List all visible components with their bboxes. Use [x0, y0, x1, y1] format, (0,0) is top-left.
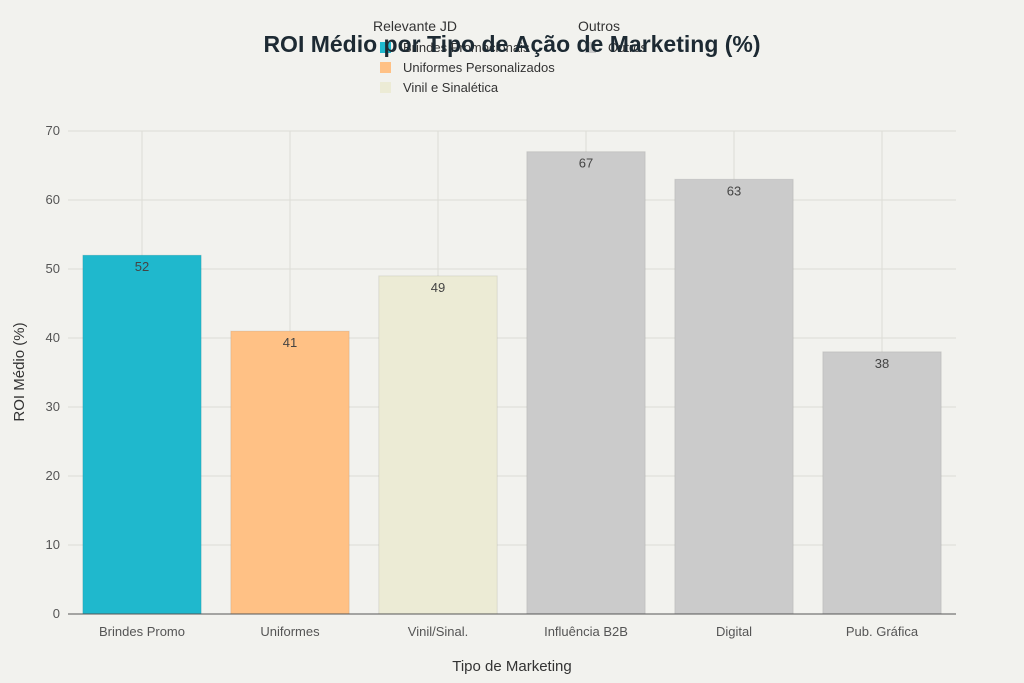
bar-data-label: 38	[875, 356, 889, 371]
y-axis-label: ROI Médio (%)	[11, 322, 28, 421]
bar-data-label: 52	[135, 259, 149, 274]
bar	[230, 330, 350, 615]
legend: Relevante JD Brindes Promocionais Uniforme…	[373, 18, 648, 95]
legend-swatch	[380, 62, 391, 73]
x-tick-label: Influência B2B	[544, 624, 628, 639]
chart-title: ROI Médio por Tipo de Ação de Marketing …	[263, 31, 760, 57]
legend-item-label: Outros	[608, 40, 648, 55]
y-tick-label: 70	[46, 123, 60, 138]
x-tick-label: Uniformes	[260, 624, 320, 639]
y-tick-label: 30	[46, 399, 60, 414]
y-tick-label: 50	[46, 261, 60, 276]
bar-data-label: 63	[727, 183, 741, 198]
x-tick-label: Pub. Gráfica	[846, 624, 919, 639]
bar	[822, 351, 942, 615]
bar	[378, 275, 498, 615]
bar	[674, 178, 794, 615]
legend-item-label: Uniformes Personalizados	[403, 60, 555, 75]
bar-data-label: 41	[283, 335, 297, 350]
bar-data-label: 67	[579, 156, 593, 171]
legend-swatch	[380, 82, 391, 93]
legend-swatch	[380, 42, 391, 53]
legend-item-label: Brindes Promocionais	[403, 40, 530, 55]
x-tick-label: Brindes Promo	[99, 624, 185, 639]
bar	[82, 254, 202, 615]
y-tick-label: 0	[53, 606, 60, 621]
x-tick-label: Vinil/Sinal.	[408, 624, 468, 639]
legend-item-label: Vinil e Sinalética	[403, 80, 499, 95]
legend-swatch	[585, 42, 596, 53]
labels-layer: 0 10 20 30 40 50 60 70 52 Brindes Promo 41 Uniforme…	[46, 123, 919, 639]
bars-layer	[82, 151, 942, 615]
bar-data-label: 49	[431, 280, 445, 295]
legend-group-title: Relevante JD	[373, 18, 457, 34]
y-tick-label: 20	[46, 468, 60, 483]
x-tick-label: Digital	[716, 624, 752, 639]
bar	[526, 151, 646, 615]
x-axis-label: Tipo de Marketing	[452, 658, 572, 675]
y-tick-label: 60	[46, 192, 60, 207]
y-tick-label: 40	[46, 330, 60, 345]
legend-group-title: Outros	[578, 18, 620, 34]
y-tick-label: 10	[46, 537, 60, 552]
